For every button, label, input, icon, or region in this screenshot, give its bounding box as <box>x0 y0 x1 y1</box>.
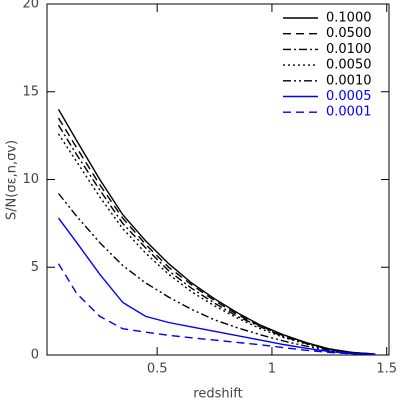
y-axis-label: S/N(σε,n,σv) <box>5 140 20 220</box>
legend-label: 0.0500 <box>326 26 372 41</box>
series-line <box>57 193 376 355</box>
y-tick-label: 10 <box>22 172 39 187</box>
y-tick-label: 0 <box>31 348 39 363</box>
legend-label: 0.0001 <box>326 105 372 120</box>
y-tick-label: 15 <box>22 84 39 99</box>
y-tick-label: 20 <box>22 0 39 12</box>
x-tick-label: 1.5 <box>376 362 397 377</box>
series-line <box>57 217 376 356</box>
series-line <box>57 263 376 356</box>
series-line <box>57 117 376 355</box>
series-line <box>57 108 376 355</box>
legend-label: 0.1000 <box>326 11 372 26</box>
legend-label: 0.0010 <box>326 73 372 88</box>
y-tick-label: 5 <box>31 260 39 275</box>
legend-label: 0.0050 <box>326 58 372 73</box>
x-tick-label: 0.5 <box>147 362 168 377</box>
series-line <box>57 124 376 355</box>
series-line <box>57 133 376 355</box>
legend-label: 0.0100 <box>326 42 372 57</box>
x-tick-label: 1 <box>268 362 276 377</box>
legend-label: 0.0005 <box>326 89 372 104</box>
x-axis-label: redshift <box>193 387 242 402</box>
